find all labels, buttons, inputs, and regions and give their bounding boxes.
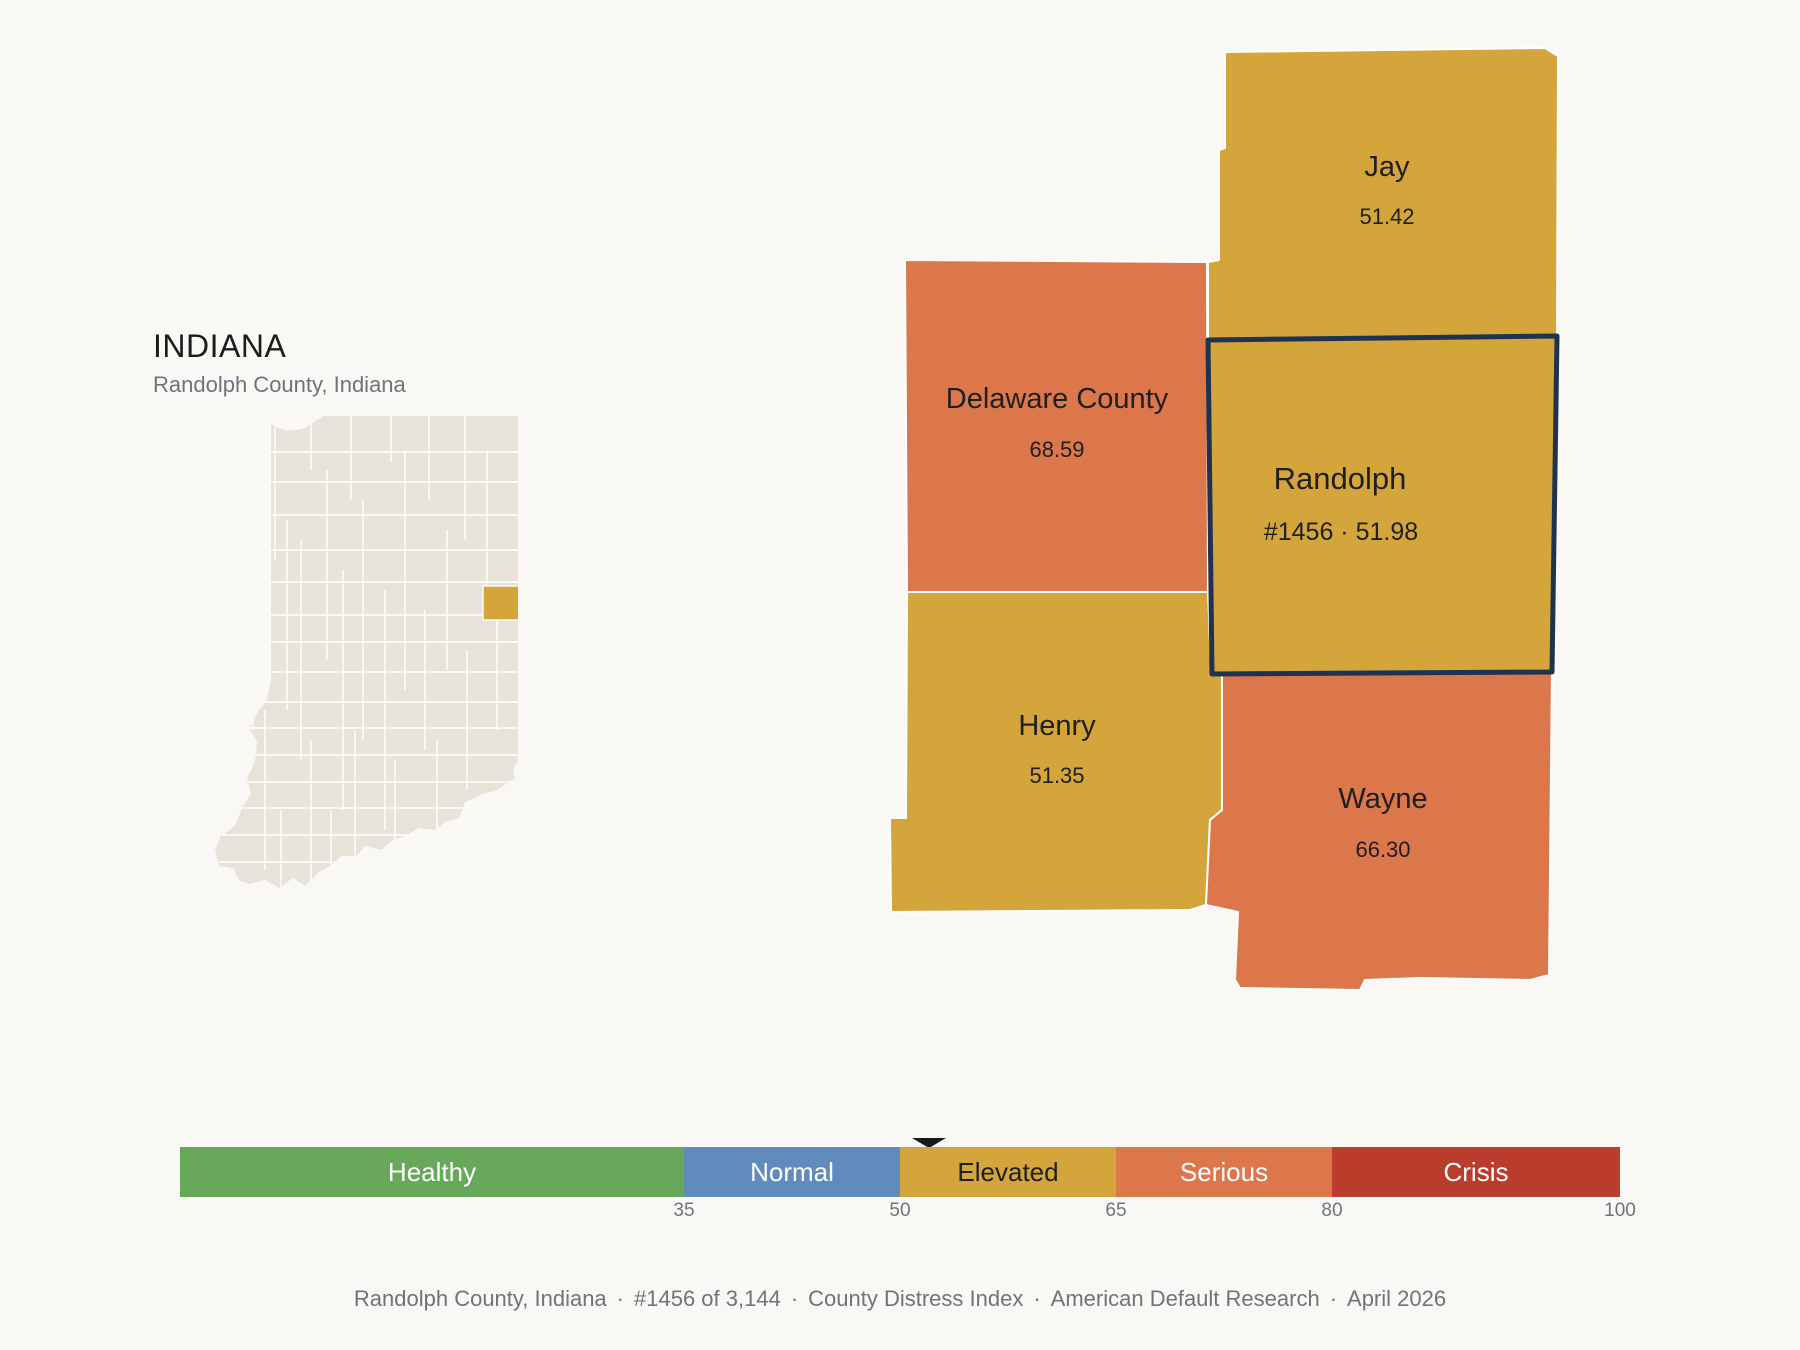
- county-label-jay: Jay: [1364, 151, 1410, 183]
- inset-title: INDIANA: [153, 328, 287, 364]
- footer-separator: ·: [1329, 1286, 1338, 1311]
- inset-subtitle: Randolph County, Indiana: [153, 372, 406, 397]
- county-value-delaware: 68.59: [1029, 437, 1084, 462]
- legend-label-crisis: Crisis: [1443, 1156, 1509, 1187]
- inset-grid-col-lines-b: [264, 540, 498, 888]
- legend-label-serious: Serious: [1179, 1156, 1269, 1187]
- footer-date: April 2026: [1347, 1286, 1447, 1311]
- inset-randolph-highlight: [482, 585, 518, 621]
- footer-source: American Default Research: [1050, 1286, 1320, 1311]
- footer-separator: ·: [790, 1286, 799, 1311]
- county-value-jay: 51.42: [1359, 204, 1414, 229]
- legend-segment-elevated: Elevated: [900, 1147, 1116, 1197]
- legend-tick: 80: [1321, 1200, 1343, 1221]
- legend-label-elevated: Elevated: [957, 1156, 1059, 1187]
- legend-label-normal: Normal: [750, 1156, 834, 1187]
- county-label-randolph: Randolph: [1274, 461, 1407, 496]
- county-henry[interactable]: [889, 591, 1223, 913]
- county-jay[interactable]: [1207, 47, 1559, 341]
- footer-separator: ·: [1033, 1286, 1041, 1311]
- legend-segment-normal: Normal: [684, 1147, 900, 1197]
- legend-segment-healthy: Healthy: [180, 1147, 684, 1197]
- inset-grid-row-lines: [215, 451, 518, 863]
- county-label-henry: Henry: [1018, 710, 1096, 742]
- indiana-inset-map: [215, 416, 518, 888]
- score-marker-icon: [911, 1138, 946, 1148]
- randolph-outline: [1205, 333, 1560, 677]
- county-delaware[interactable]: [904, 259, 1209, 593]
- footer-location: Randolph County, Indiana: [353, 1286, 607, 1311]
- legend-scale: Healthy Normal Elevated Serious Crisis: [180, 1147, 1620, 1197]
- legend-tick: 100: [1604, 1200, 1636, 1221]
- county-label-wayne: Wayne: [1338, 783, 1427, 815]
- footer-separator: ·: [616, 1286, 624, 1311]
- legend-tick: 50: [889, 1200, 911, 1221]
- county-wayne[interactable]: [1205, 667, 1553, 991]
- county-randolph[interactable]: [1207, 335, 1558, 675]
- legend-segment-serious: Serious: [1116, 1147, 1332, 1197]
- county-map: Jay 51.42 Delaware County 68.59 Randolph…: [889, 47, 1560, 991]
- footer-rank: #1456 of 3,144: [634, 1286, 781, 1311]
- footer-caption: Randolph County, Indiana · #1456 of 3,144 ·…: [0, 1286, 1800, 1312]
- county-label-delaware: Delaware County: [946, 383, 1169, 415]
- legend-tick: 65: [1105, 1200, 1127, 1221]
- legend-segment-crisis: Crisis: [1332, 1147, 1620, 1197]
- footer-index-name: County Distress Index: [808, 1286, 1024, 1311]
- legend-tick: 35: [673, 1200, 695, 1221]
- legend-label-healthy: Healthy: [387, 1156, 477, 1187]
- county-value-randolph: #1456 · 51.98: [1264, 518, 1418, 546]
- county-value-henry: 51.35: [1029, 763, 1084, 788]
- county-value-wayne: 66.30: [1355, 837, 1410, 862]
